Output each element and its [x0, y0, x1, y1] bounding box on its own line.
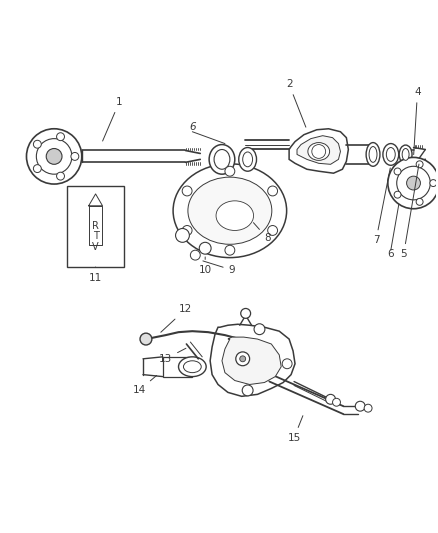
Text: 9: 9 [202, 261, 235, 275]
Circle shape [393, 191, 400, 198]
Ellipse shape [368, 147, 376, 163]
Circle shape [311, 144, 325, 158]
Circle shape [57, 172, 64, 180]
Ellipse shape [178, 357, 206, 377]
Circle shape [429, 180, 436, 187]
Text: 14: 14 [132, 375, 156, 395]
Circle shape [33, 165, 41, 173]
Text: 8: 8 [253, 223, 270, 244]
Polygon shape [210, 324, 294, 397]
Text: 6: 6 [189, 122, 195, 132]
Ellipse shape [214, 149, 230, 169]
Text: 7: 7 [372, 168, 389, 245]
Bar [67, 186, 124, 267]
Text: 15: 15 [287, 416, 302, 443]
Ellipse shape [307, 143, 329, 160]
Circle shape [46, 149, 62, 164]
Circle shape [140, 333, 152, 345]
Ellipse shape [398, 145, 411, 164]
Text: V: V [92, 242, 99, 252]
Circle shape [332, 398, 340, 406]
Ellipse shape [242, 152, 252, 167]
Circle shape [33, 140, 41, 148]
Text: 5: 5 [399, 164, 418, 259]
Circle shape [240, 309, 250, 318]
Text: 13: 13 [159, 348, 186, 364]
Circle shape [224, 166, 234, 176]
Text: 4: 4 [413, 87, 420, 155]
Circle shape [393, 168, 400, 175]
Bar [162, 357, 192, 377]
Text: R: R [92, 221, 99, 231]
Text: 1: 1 [102, 97, 122, 141]
Text: 2: 2 [285, 79, 305, 127]
Circle shape [254, 324, 264, 335]
Circle shape [267, 186, 277, 196]
Circle shape [282, 359, 291, 369]
Circle shape [224, 245, 234, 255]
Circle shape [199, 243, 211, 254]
Ellipse shape [173, 164, 286, 257]
Text: T: T [92, 231, 98, 241]
Circle shape [387, 157, 438, 209]
Circle shape [363, 404, 371, 412]
Ellipse shape [187, 177, 271, 244]
Ellipse shape [382, 143, 398, 165]
Circle shape [415, 161, 422, 168]
Circle shape [406, 176, 420, 190]
Ellipse shape [215, 201, 253, 230]
Circle shape [242, 385, 252, 396]
Ellipse shape [385, 148, 394, 161]
Circle shape [415, 198, 422, 205]
Circle shape [396, 166, 429, 200]
Circle shape [235, 352, 249, 366]
Circle shape [71, 152, 79, 160]
Polygon shape [297, 136, 340, 164]
Ellipse shape [183, 361, 201, 373]
Ellipse shape [238, 148, 256, 171]
Circle shape [267, 225, 277, 236]
Text: 10: 10 [198, 257, 211, 275]
Circle shape [190, 250, 200, 260]
Ellipse shape [365, 143, 379, 166]
Ellipse shape [401, 149, 408, 160]
Circle shape [239, 356, 245, 362]
Circle shape [175, 229, 189, 243]
Polygon shape [289, 129, 348, 173]
Circle shape [57, 133, 64, 141]
Polygon shape [222, 337, 281, 384]
Circle shape [354, 401, 364, 411]
Circle shape [26, 129, 81, 184]
Text: 12: 12 [160, 304, 191, 332]
Circle shape [182, 225, 191, 236]
Text: 6: 6 [387, 249, 393, 259]
Ellipse shape [208, 144, 234, 174]
Circle shape [325, 394, 335, 404]
Text: 11: 11 [89, 267, 102, 283]
Circle shape [36, 139, 72, 174]
Circle shape [182, 186, 191, 196]
